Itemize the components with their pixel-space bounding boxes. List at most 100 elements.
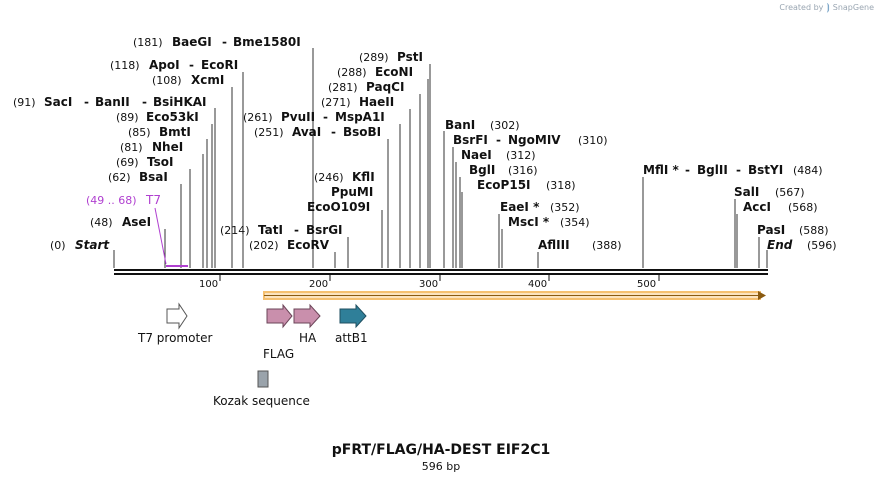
tick-label: 400 — [528, 279, 547, 290]
enzyme-position: (310) — [578, 134, 608, 147]
kozak-box-icon[interactable] — [257, 370, 269, 388]
enzyme-label[interactable]: AccI — [743, 200, 771, 214]
enzyme-label[interactable]: MflI * — [643, 163, 679, 177]
enzyme-position: (354) — [560, 216, 590, 229]
enzyme-label[interactable]: EcoNI — [375, 65, 413, 79]
snapgene-branding: Created by ⦘ SnapGene — [779, 2, 874, 13]
tick-label: 100 — [199, 279, 218, 290]
enzyme-position: (118) — [110, 59, 140, 72]
enzyme-label[interactable]: EcoRI — [201, 58, 238, 72]
feature-label: attB1 — [335, 331, 368, 345]
enzyme-label[interactable]: BglII — [697, 163, 728, 177]
feature-label: FLAG — [263, 347, 294, 361]
end-position: (596) — [807, 239, 837, 252]
enzyme-position: (352) — [550, 201, 580, 214]
enzyme-label[interactable]: ApoI — [149, 58, 180, 72]
enzyme-label[interactable]: EcoRV — [287, 238, 330, 252]
ha-tag-arrow-icon[interactable] — [293, 303, 321, 329]
enzyme-position: (312) — [506, 149, 536, 162]
enzyme-position: (316) — [508, 164, 538, 177]
enzyme-label[interactable]: MscI * — [508, 215, 550, 229]
enzyme-label[interactable]: BsrGI — [306, 223, 343, 237]
enzyme-position: (261) — [243, 111, 273, 124]
attb1-arrow-icon[interactable] — [339, 303, 367, 329]
enzyme-label[interactable]: NgoMIV — [508, 133, 561, 147]
tick-label: 500 — [637, 279, 656, 290]
enzyme-label[interactable]: PpuMI — [331, 185, 373, 199]
created-by-text: Created by — [779, 3, 824, 12]
enzyme-position: (85) — [128, 126, 151, 139]
enzyme-label[interactable]: PstI — [397, 50, 423, 64]
enzyme-position: (288) — [337, 66, 367, 79]
enzyme-label[interactable]: BmtI — [159, 125, 191, 139]
enzyme-position: (81) — [120, 141, 143, 154]
enzyme-label[interactable]: XcmI — [191, 73, 224, 87]
enzyme-label[interactable]: BanII — [95, 95, 130, 109]
start-position: (0) — [50, 239, 66, 252]
feature-label: HA — [299, 331, 317, 345]
enzyme-label[interactable]: EaeI * — [500, 200, 540, 214]
enzyme-label[interactable]: BanI — [445, 118, 475, 132]
enzyme-position: (62) — [108, 171, 131, 184]
enzyme-label[interactable]: BsrFI — [453, 133, 488, 147]
enzyme-label[interactable]: PvuII — [281, 110, 315, 124]
enzyme-label[interactable]: BsaI — [139, 170, 168, 184]
enzyme-label[interactable]: NaeI — [461, 148, 492, 162]
enzyme-separator: - — [496, 133, 501, 147]
enzyme-label[interactable]: SalI — [734, 185, 759, 199]
enzyme-label[interactable]: PasI — [757, 223, 785, 237]
map-length: 596 bp — [421, 460, 461, 473]
enzyme-label[interactable]: HaeII — [359, 95, 394, 109]
enzyme-separator: - — [222, 35, 227, 49]
sequence-map[interactable]: 100 200 300 400 500 (0) Start End (596) … — [0, 0, 882, 440]
enzyme-separator: - — [685, 163, 690, 177]
enzyme-position: (302) — [490, 119, 520, 132]
tick-label: 200 — [309, 279, 328, 290]
enzyme-label[interactable]: BglI — [469, 163, 495, 177]
enzyme-label[interactable]: EcoO109I — [307, 200, 370, 214]
enzyme-position: (588) — [799, 224, 829, 237]
enzyme-label[interactable]: AseI — [122, 215, 151, 229]
enzyme-separator: - — [189, 58, 194, 72]
promoter-arrow-icon[interactable] — [166, 302, 188, 330]
enzyme-label[interactable]: BsoBI — [343, 125, 381, 139]
enzyme-position: (568) — [788, 201, 818, 214]
enzyme-position: (91) — [13, 96, 36, 109]
flag-tag-arrow-icon[interactable] — [266, 303, 293, 329]
enzyme-label[interactable]: BaeGI — [172, 35, 212, 49]
enzyme-separator: - — [736, 163, 741, 177]
enzyme-position: (318) — [546, 179, 576, 192]
enzyme-position: (246) — [314, 171, 344, 184]
enzyme-position: (484) — [793, 164, 823, 177]
enzyme-label[interactable]: BstYI — [748, 163, 783, 177]
snapgene-logo-icon: ⦘ — [826, 2, 830, 13]
enzyme-position: (289) — [359, 51, 389, 64]
enzyme-label[interactable]: MspA1I — [335, 110, 385, 124]
scale-ticks — [219, 275, 660, 281]
enzyme-position: (567) — [775, 186, 805, 199]
snapgene-product-text: SnapGene — [832, 3, 874, 12]
enzyme-position: (251) — [254, 126, 284, 139]
enzyme-label[interactable]: AflIII — [538, 238, 570, 252]
t7-site-label[interactable]: T7 — [145, 193, 161, 207]
enzyme-label[interactable]: NheI — [152, 140, 183, 154]
enzyme-label[interactable]: SacI — [44, 95, 72, 109]
enzyme-label[interactable]: PaqCI — [366, 80, 404, 94]
enzyme-position: (89) — [116, 111, 139, 124]
enzyme-label[interactable]: AvaI — [292, 125, 321, 139]
enzyme-label[interactable]: KflI — [352, 170, 375, 184]
enzyme-position: (214) — [220, 224, 250, 237]
enzyme-label[interactable]: Eco53kI — [146, 110, 199, 124]
enzyme-position: (281) — [328, 81, 358, 94]
enzyme-separator: - — [84, 95, 89, 109]
start-label: Start — [75, 238, 110, 252]
enzyme-label[interactable]: BsiHKAI — [153, 95, 207, 109]
feature-label: Kozak sequence — [213, 394, 310, 408]
enzyme-label[interactable]: EcoP15I — [477, 178, 531, 192]
enzyme-position: (271) — [321, 96, 351, 109]
enzyme-label[interactable]: Bme1580I — [233, 35, 301, 49]
enzyme-label[interactable]: TatI — [258, 223, 283, 237]
enzyme-label[interactable]: TsoI — [147, 155, 173, 169]
enzyme-separator: - — [331, 125, 336, 139]
t7-site-position: (49 .. 68) — [86, 194, 137, 207]
